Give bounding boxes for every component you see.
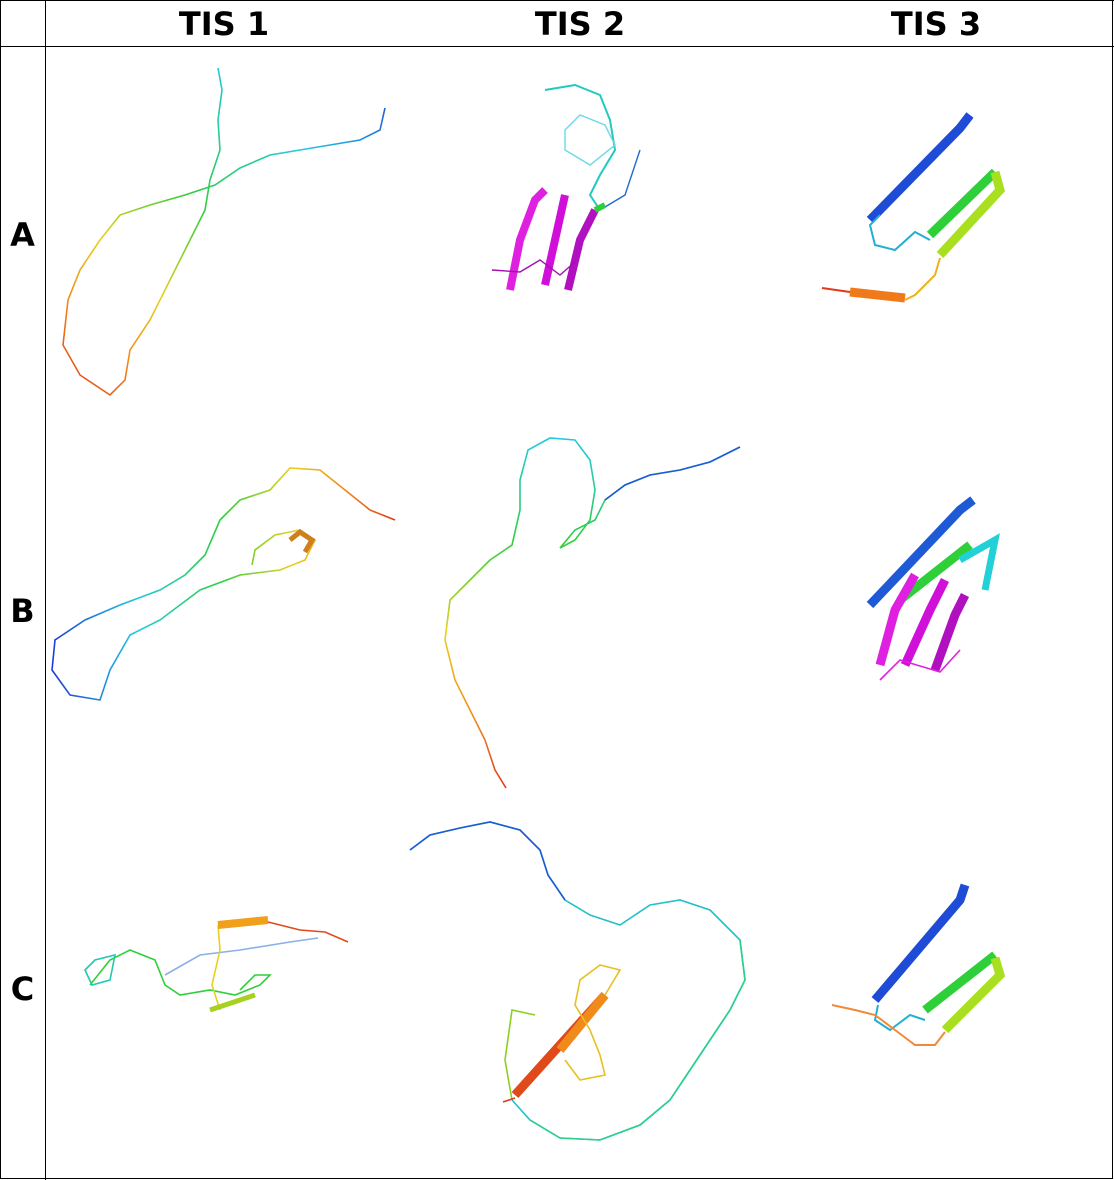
structure-b-tis1: [51, 467, 396, 701]
table-top-border: [45, 0, 1114, 1]
row-label-b: B: [10, 592, 35, 630]
structure-a-tis2: [491, 83, 641, 291]
structure-c-tis2: [409, 821, 746, 1141]
structure-a-tis1: [62, 67, 386, 397]
structure-b-tis2: [444, 437, 741, 789]
column-header-tis3: TIS 3: [890, 5, 982, 43]
structure-a-tis3: [821, 112, 1006, 303]
structure-b-tis3: [866, 496, 1000, 681]
protein-structures: [51, 67, 1006, 1141]
row-label-divider: [45, 0, 46, 1180]
header-divider: [0, 46, 1114, 47]
row-label-c: C: [10, 970, 35, 1008]
row-label-a: A: [10, 216, 35, 254]
structure-c-tis1: [84, 916, 349, 1013]
column-header-tis2: TIS 2: [534, 5, 626, 43]
structure-c-tis3: [831, 883, 1006, 1046]
column-header-tis1: TIS 1: [178, 5, 270, 43]
